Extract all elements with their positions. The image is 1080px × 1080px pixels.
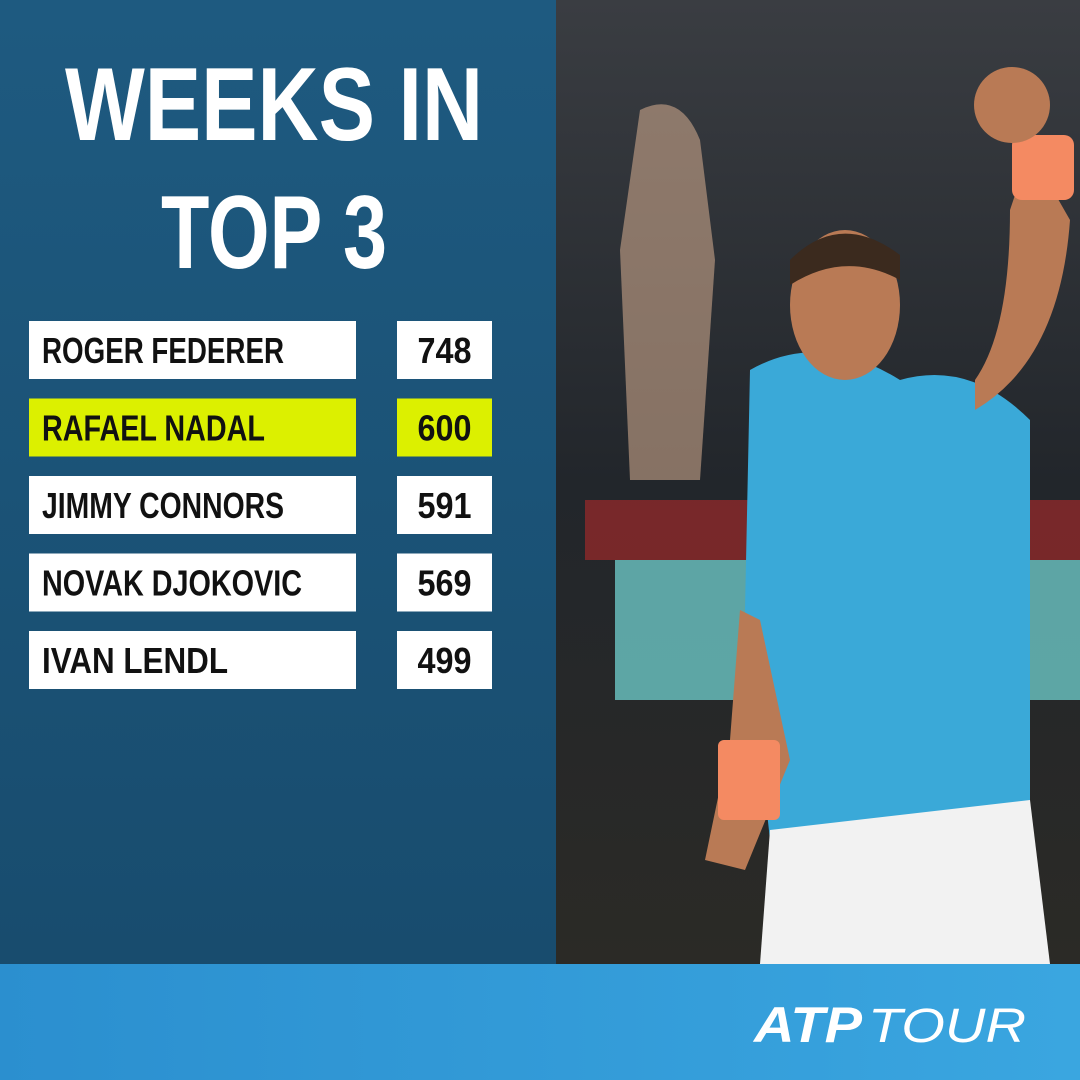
weeks-cell: [397, 476, 492, 534]
weeks-cell: [397, 398, 492, 457]
table-row: NOVAK DJOKOVIC 569: [29, 553, 492, 612]
player-name: ROGER FEDERER: [42, 330, 284, 371]
weeks-value: 499: [418, 640, 472, 681]
title: WEEKS IN TOP 3: [65, 47, 483, 291]
photo-spectator: [620, 104, 715, 481]
weeks-value: 569: [418, 563, 472, 604]
logo-word: TOUR: [868, 1000, 1026, 1053]
weeks-cell: [397, 321, 492, 379]
photo-shirt: [745, 352, 1030, 840]
name-cell: [29, 553, 356, 612]
table-row: RAFAEL NADAL 600: [29, 398, 492, 457]
photo-fist: [974, 67, 1050, 143]
name-cell: [29, 398, 356, 457]
bottom-bar: [0, 964, 1080, 1080]
player-name: JIMMY CONNORS: [42, 485, 284, 526]
ranking-table: ROGER FEDERER 748 RAFAEL NADAL 600 JIMMY CON…: [29, 321, 492, 689]
photo-arm: [975, 150, 1070, 410]
photo-hair: [790, 233, 900, 285]
photo: [556, 0, 1080, 964]
weeks-value: 600: [418, 408, 472, 449]
player-name: NOVAK DJOKOVIC: [42, 563, 302, 604]
weeks-value: 748: [418, 330, 472, 371]
table-row: IVAN LENDL 499: [29, 631, 492, 689]
title-line: TOP 3: [161, 175, 387, 291]
name-cell: [29, 321, 356, 379]
weeks-cell: [397, 553, 492, 612]
photo-wristband: [1012, 135, 1074, 200]
weeks-value: 591: [418, 485, 472, 526]
player-name: RAFAEL NADAL: [42, 408, 265, 449]
name-cell: [29, 476, 356, 534]
name-cell: [29, 631, 356, 689]
table-row: JIMMY CONNORS 591: [29, 476, 492, 534]
title-line: WEEKS IN: [65, 47, 483, 163]
table-row: ROGER FEDERER 748: [29, 321, 492, 379]
weeks-cell: [397, 631, 492, 689]
player-name: IVAN LENDL: [42, 640, 228, 681]
photo-shorts: [760, 800, 1050, 964]
logo-brand: ATP: [752, 997, 863, 1053]
photo-left-wristband: [718, 740, 780, 820]
